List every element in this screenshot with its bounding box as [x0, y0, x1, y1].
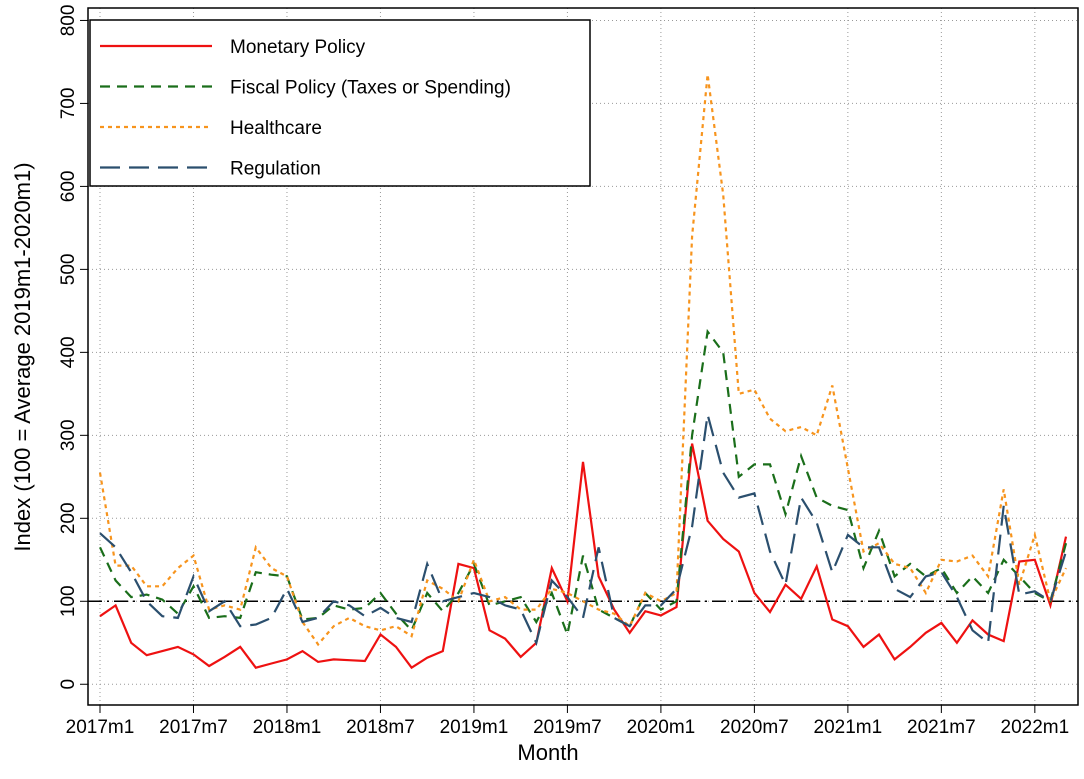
- legend-label: Fiscal Policy (Taxes or Spending): [230, 78, 511, 99]
- y-tick-label: 600: [58, 171, 79, 203]
- x-tick-label: 2018m7: [346, 717, 415, 738]
- legend-label: Regulation: [230, 159, 321, 180]
- legend-label: Healthcare: [230, 118, 322, 139]
- y-tick-label: 700: [58, 88, 79, 120]
- y-tick-label: 300: [58, 419, 79, 451]
- y-tick-label: 400: [58, 336, 79, 368]
- y-tick-label: 500: [58, 254, 79, 286]
- x-tick-label: 2021m1: [814, 717, 883, 738]
- series-line: [99, 328, 1068, 639]
- x-tick-label: 2019m7: [533, 717, 602, 738]
- series-line: [99, 414, 1068, 647]
- legend-box: [89, 19, 591, 187]
- y-tick-label: 0: [58, 679, 79, 690]
- x-tick-label: 2017m1: [66, 717, 135, 738]
- x-tick-label: 2022m1: [1001, 717, 1070, 738]
- series-line: [99, 443, 1068, 670]
- legend-label: Monetary Policy: [230, 37, 366, 58]
- y-axis-title: Index (100 = Average 2019m1-2020m1): [10, 162, 35, 551]
- x-tick-label: 2019m1: [440, 717, 509, 738]
- plot-frame: [87, 7, 1079, 706]
- y-tick-label: 200: [58, 502, 79, 534]
- y-tick-label: 100: [58, 585, 79, 617]
- x-axis-title: Month: [517, 740, 578, 765]
- y-tick-label: 800: [58, 5, 79, 37]
- series-line: [98, 74, 1067, 647]
- x-tick-label: 2018m1: [253, 717, 322, 738]
- x-tick-label: 2020m7: [720, 717, 789, 738]
- x-tick-label: 2017m7: [159, 717, 228, 738]
- x-tick-label: 2020m1: [627, 717, 696, 738]
- x-tick-label: 2021m7: [907, 717, 976, 738]
